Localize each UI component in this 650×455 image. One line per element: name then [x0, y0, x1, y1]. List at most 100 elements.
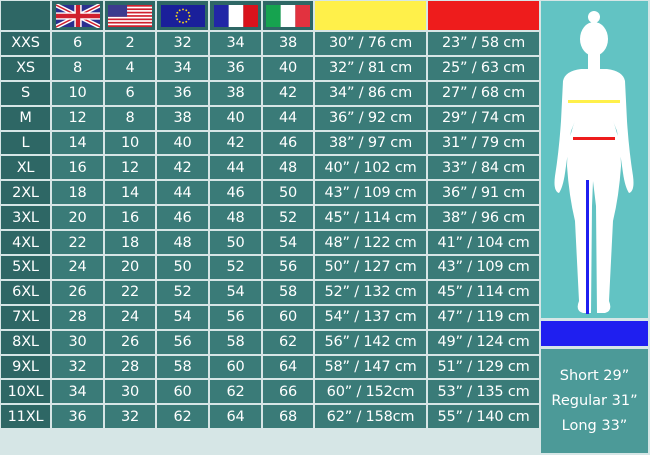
cell-fr: 64: [210, 405, 261, 429]
cell-eu: 38: [157, 106, 208, 130]
cell-us: 4: [105, 56, 155, 80]
cell-it: 38: [263, 32, 313, 55]
inseam-regular: Regular 31”: [551, 392, 638, 409]
cell-uk: 30: [52, 330, 103, 354]
inseam-short: Short 29”: [559, 367, 630, 384]
cell-us: 10: [105, 131, 155, 155]
cell-eu: 60: [157, 380, 208, 404]
cell-us: 24: [105, 305, 155, 329]
cell-eu: 54: [157, 305, 208, 329]
cell-size: 6XL: [1, 280, 50, 304]
cell-bust: 30” / 76 cm: [315, 32, 426, 55]
cell-waist: 45” / 114 cm: [428, 280, 539, 304]
france-flag-icon: [213, 4, 258, 27]
cell-size: 7XL: [1, 305, 50, 329]
cell-size: XL: [1, 156, 50, 180]
cell-eu: 58: [157, 355, 208, 379]
cell-us: 18: [105, 231, 155, 255]
body-figure-panel: [541, 1, 648, 318]
cell-eu: 62: [157, 405, 208, 429]
eu-flag-icon: [160, 4, 205, 27]
cell-bust: 58” / 147 cm: [315, 355, 426, 379]
cell-fr: 40: [210, 106, 261, 130]
cell-it: 42: [263, 81, 313, 105]
cell-uk: 18: [52, 181, 103, 205]
inseam-long: Long 33”: [561, 417, 628, 434]
cell-uk: 22: [52, 231, 103, 255]
waist-swatch: [428, 1, 539, 30]
cell-bust: 34” / 86 cm: [315, 81, 426, 105]
cell-uk: 28: [52, 305, 103, 329]
cell-bust: 60” / 152cm: [315, 380, 426, 404]
cell-us: 6: [105, 81, 155, 105]
cell-waist: 43” / 109 cm: [428, 256, 539, 279]
cell-eu: 50: [157, 256, 208, 279]
cell-it: 56: [263, 256, 313, 279]
cell-size: 2XL: [1, 181, 50, 205]
cell-size: 5XL: [1, 256, 50, 279]
cell-us: 28: [105, 355, 155, 379]
cell-us: 14: [105, 181, 155, 205]
cell-waist: 38” / 96 cm: [428, 206, 539, 230]
cell-size: XS: [1, 56, 50, 80]
cell-uk: 8: [52, 56, 103, 80]
cell-eu: 46: [157, 206, 208, 230]
cell-bust: 52” / 132 cm: [315, 280, 426, 304]
body-silhouette-icon: [554, 11, 634, 314]
italy-flag-icon: [266, 4, 310, 27]
cell-size: 11XL: [1, 405, 50, 429]
cell-fr: 50: [210, 231, 261, 255]
cell-uk: 34: [52, 380, 103, 404]
cell-us: 30: [105, 380, 155, 404]
cell-bust: 38” / 97 cm: [315, 131, 426, 155]
cell-it: 62: [263, 330, 313, 354]
cell-eu: 42: [157, 156, 208, 180]
bust-swatch: [315, 1, 426, 30]
header-france: [210, 1, 261, 30]
cell-uk: 32: [52, 355, 103, 379]
cell-waist: 49” / 124 cm: [428, 330, 539, 354]
cell-size: 10XL: [1, 380, 50, 404]
cell-size: S: [1, 81, 50, 105]
cell-size: XXS: [1, 32, 50, 55]
cell-bust: 56” / 142 cm: [315, 330, 426, 354]
cell-size: 3XL: [1, 206, 50, 230]
cell-size: M: [1, 106, 50, 130]
cell-us: 2: [105, 32, 155, 55]
cell-eu: 52: [157, 280, 208, 304]
cell-uk: 36: [52, 405, 103, 429]
cell-size: 4XL: [1, 231, 50, 255]
cell-bust: 36” / 92 cm: [315, 106, 426, 130]
cell-uk: 6: [52, 32, 103, 55]
cell-uk: 14: [52, 131, 103, 155]
cell-fr: 58: [210, 330, 261, 354]
cell-eu: 48: [157, 231, 208, 255]
cell-us: 12: [105, 156, 155, 180]
cell-waist: 23” / 58 cm: [428, 32, 539, 55]
cell-fr: 42: [210, 131, 261, 155]
cell-bust: 43” / 109 cm: [315, 181, 426, 205]
cell-waist: 29” / 74 cm: [428, 106, 539, 130]
cell-it: 60: [263, 305, 313, 329]
cell-waist: 36” / 91 cm: [428, 181, 539, 205]
cell-waist: 33” / 84 cm: [428, 156, 539, 180]
inseam-lengths: Short 29” Regular 31” Long 33”: [541, 349, 648, 453]
cell-us: 8: [105, 106, 155, 130]
cell-bust: 32” / 81 cm: [315, 56, 426, 80]
cell-waist: 41” / 104 cm: [428, 231, 539, 255]
cell-uk: 20: [52, 206, 103, 230]
cell-waist: 31” / 79 cm: [428, 131, 539, 155]
cell-eu: 44: [157, 181, 208, 205]
cell-bust: 62” / 158cm: [315, 405, 426, 429]
cell-fr: 38: [210, 81, 261, 105]
cell-waist: 51” / 129 cm: [428, 355, 539, 379]
header-us: [105, 1, 155, 30]
cell-fr: 48: [210, 206, 261, 230]
cell-it: 54: [263, 231, 313, 255]
cell-size: 9XL: [1, 355, 50, 379]
cell-it: 66: [263, 380, 313, 404]
inseam-swatch: [541, 321, 648, 346]
cell-bust: 50” / 127 cm: [315, 256, 426, 279]
cell-waist: 55” / 140 cm: [428, 405, 539, 429]
